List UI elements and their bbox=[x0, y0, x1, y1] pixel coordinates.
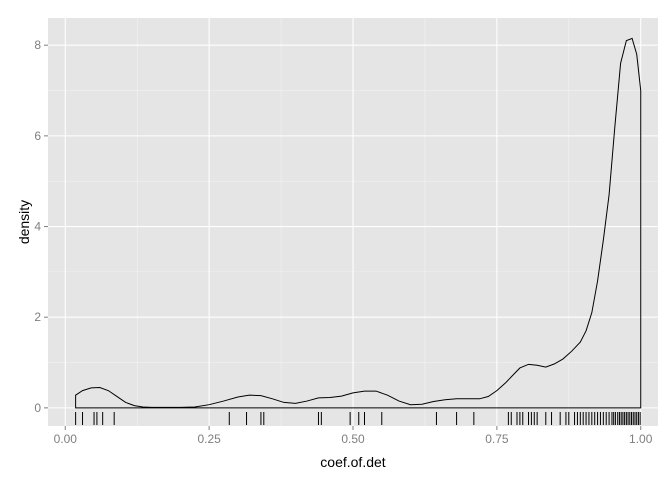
x-tick-label: 0.25 bbox=[197, 432, 221, 446]
rug-marks bbox=[75, 412, 641, 425]
y-tick-label: 8 bbox=[34, 38, 41, 52]
x-axis: 0.00 0.25 0.50 0.75 1.00 bbox=[54, 426, 653, 446]
y-axis: 0 2 4 6 8 bbox=[34, 38, 48, 415]
y-tick-label: 4 bbox=[34, 220, 41, 234]
x-axis-title: coef.of.det bbox=[320, 454, 385, 470]
x-tick-label: 0.00 bbox=[54, 432, 78, 446]
y-tick-label: 0 bbox=[34, 401, 41, 415]
y-axis-title: density bbox=[16, 200, 32, 244]
y-tick-label: 6 bbox=[34, 129, 41, 143]
density-curve bbox=[75, 37, 642, 409]
x-tick-label: 0.75 bbox=[485, 432, 509, 446]
x-tick-label: 0.50 bbox=[341, 432, 365, 446]
x-tick-label: 1.00 bbox=[629, 432, 653, 446]
y-tick-label: 2 bbox=[34, 310, 41, 324]
